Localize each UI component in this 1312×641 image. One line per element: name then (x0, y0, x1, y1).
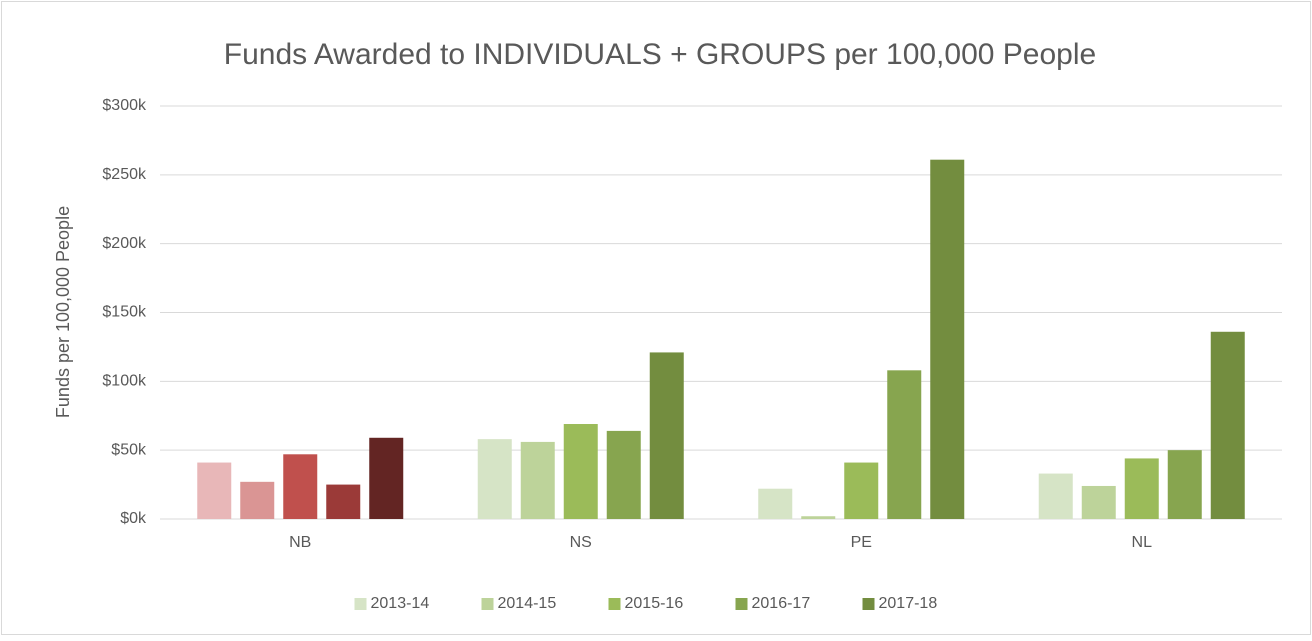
bar (1124, 458, 1159, 519)
bar (930, 159, 965, 519)
legend-swatch (735, 598, 748, 610)
bar (844, 462, 879, 519)
bar (1210, 331, 1245, 519)
bar (520, 441, 555, 519)
legend-swatch (481, 598, 494, 610)
bar (606, 430, 641, 519)
y-tick-label: $300k (102, 97, 147, 114)
bar (369, 437, 404, 519)
bar (283, 454, 318, 519)
y-tick-label: $250k (102, 166, 147, 183)
y-tick-label: $100k (102, 373, 147, 390)
legend-label: 2015-16 (625, 595, 684, 612)
y-axis-label: Funds per 100,000 People (53, 206, 73, 418)
bar (801, 516, 836, 519)
x-tick-label: NL (1132, 534, 1153, 551)
y-tick-label: $0k (120, 510, 147, 527)
legend-label: 2014-15 (498, 595, 557, 612)
bar (240, 481, 275, 519)
y-tick-label: $200k (102, 235, 147, 252)
bar (326, 484, 361, 519)
legend-label: 2016-17 (752, 595, 811, 612)
bar (563, 424, 598, 519)
bar (649, 352, 684, 519)
legend-swatch (608, 598, 621, 610)
x-tick-label: NS (570, 534, 592, 551)
x-tick-label: NB (289, 534, 311, 551)
bar (197, 462, 232, 519)
legend-swatch (862, 598, 875, 610)
bar (1167, 450, 1202, 519)
legend-label: 2017-18 (879, 595, 938, 612)
y-tick-label: $50k (111, 441, 147, 458)
y-tick-label: $150k (102, 304, 147, 321)
x-tick-label: PE (851, 534, 872, 551)
bar (477, 439, 512, 519)
chart-title: Funds Awarded to INDIVIDUALS + GROUPS pe… (224, 38, 1096, 71)
bar (887, 370, 922, 519)
legend-label: 2013-14 (371, 595, 430, 612)
bar (1081, 485, 1116, 519)
legend-swatch (354, 598, 367, 610)
bar (758, 488, 793, 519)
bar (1038, 473, 1073, 519)
